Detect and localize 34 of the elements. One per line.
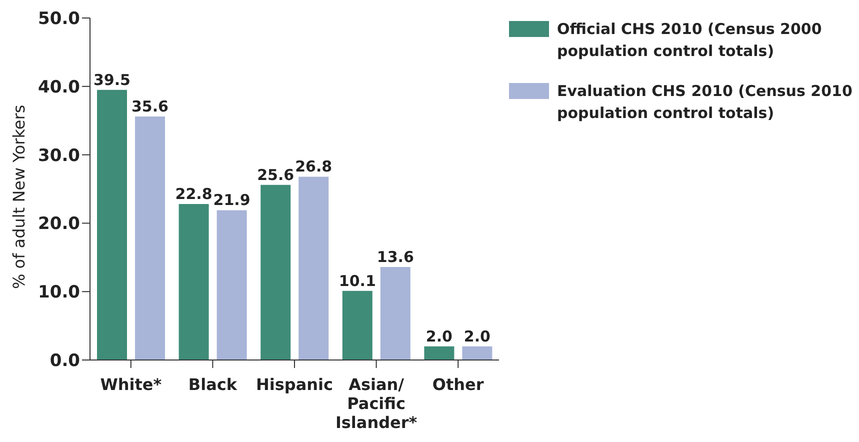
data-label: 22.8 — [175, 185, 212, 204]
data-label: 13.6 — [376, 248, 414, 266]
data-label: 2.0 — [464, 327, 490, 346]
bar — [424, 346, 454, 360]
y-tick-label: 40.0 — [38, 77, 80, 98]
y-tick-label: 30.0 — [38, 146, 80, 166]
bar — [178, 204, 209, 360]
x-tick-label: Asian/Pacific Islander* — [335, 375, 418, 432]
x-tick-label: Black — [188, 375, 238, 394]
data-label: 25.6 — [257, 166, 294, 184]
x-tick-label: Hispanic — [256, 375, 334, 394]
y-tick-label: 20.0 — [38, 214, 80, 234]
legend-label: Evaluation CHS 2010 (Census 2010 population control totals) — [557, 81, 854, 124]
bar — [462, 346, 492, 360]
data-label: 21.9 — [213, 191, 250, 210]
bar — [380, 266, 410, 360]
x-tick-label: White* — [100, 375, 162, 394]
y-tick-label: 50.0 — [38, 9, 80, 30]
y-axis-title: % of adult New Yorkers — [10, 104, 29, 289]
bar — [260, 184, 291, 360]
data-label: 10.1 — [338, 272, 376, 290]
bar — [298, 176, 329, 360]
bar — [342, 290, 372, 360]
bar — [216, 210, 247, 360]
x-tick-label: Other — [432, 375, 484, 394]
bar — [135, 116, 165, 360]
bar — [97, 90, 127, 360]
y-tick-label: 10.0 — [38, 282, 80, 303]
data-label: 35.6 — [131, 97, 169, 116]
data-label: 26.8 — [295, 158, 332, 176]
data-label: 39.5 — [93, 70, 131, 89]
y-tick-label: 0.0 — [50, 351, 80, 372]
legend-label: Official CHS 2010 (Census 2000 population control totals) — [557, 19, 823, 62]
data-label: 2.0 — [426, 327, 452, 346]
